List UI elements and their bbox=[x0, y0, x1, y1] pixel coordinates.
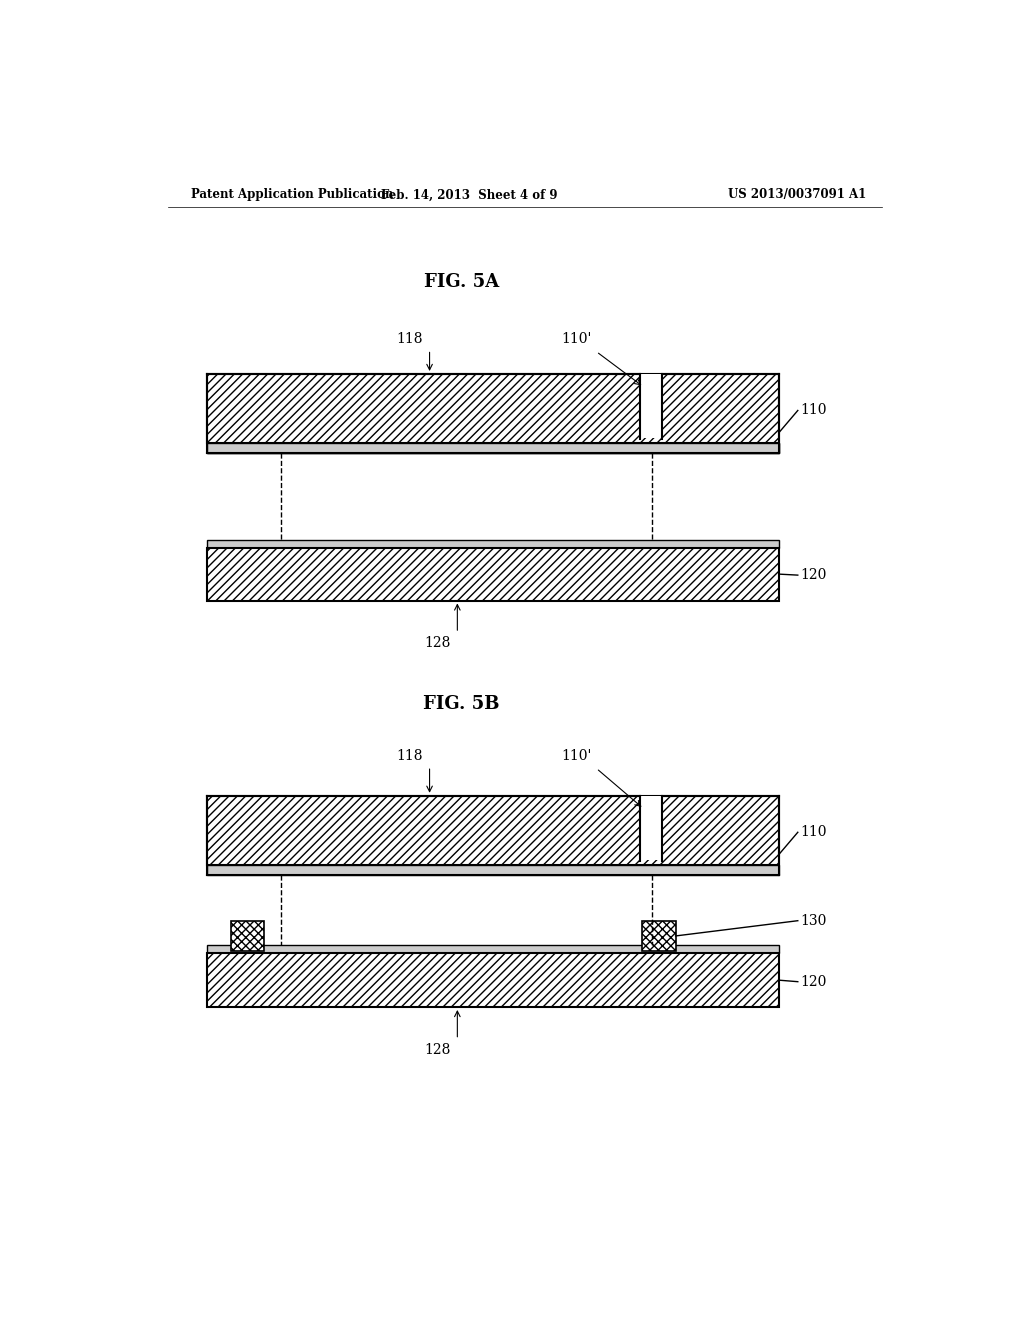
Bar bbox=[207, 540, 778, 548]
Bar bbox=[207, 444, 778, 453]
Text: 130: 130 bbox=[800, 913, 826, 928]
Bar bbox=[207, 953, 778, 1007]
Bar bbox=[640, 374, 663, 438]
Text: FIG. 5A: FIG. 5A bbox=[424, 273, 499, 292]
Bar bbox=[207, 444, 778, 453]
Text: 110': 110' bbox=[561, 333, 592, 346]
Bar bbox=[207, 548, 778, 601]
Text: 118: 118 bbox=[396, 750, 423, 763]
Text: US 2013/0037091 A1: US 2013/0037091 A1 bbox=[728, 189, 866, 202]
Bar bbox=[207, 796, 778, 865]
Text: 128: 128 bbox=[424, 636, 451, 651]
Text: Feb. 14, 2013  Sheet 4 of 9: Feb. 14, 2013 Sheet 4 of 9 bbox=[381, 189, 557, 202]
Text: 110: 110 bbox=[800, 825, 826, 840]
Text: 120: 120 bbox=[800, 568, 826, 582]
Text: 118: 118 bbox=[396, 333, 423, 346]
Text: Patent Application Publication: Patent Application Publication bbox=[191, 189, 394, 202]
Bar bbox=[642, 921, 676, 952]
Bar bbox=[207, 945, 778, 953]
Text: 110': 110' bbox=[561, 750, 592, 763]
Text: 128: 128 bbox=[424, 1043, 451, 1057]
Text: 110: 110 bbox=[800, 404, 826, 417]
Text: FIG. 5B: FIG. 5B bbox=[423, 696, 500, 713]
Bar bbox=[231, 921, 264, 952]
Text: 120: 120 bbox=[800, 974, 826, 989]
Bar bbox=[207, 374, 778, 444]
Bar bbox=[207, 865, 778, 875]
Bar bbox=[640, 796, 663, 859]
